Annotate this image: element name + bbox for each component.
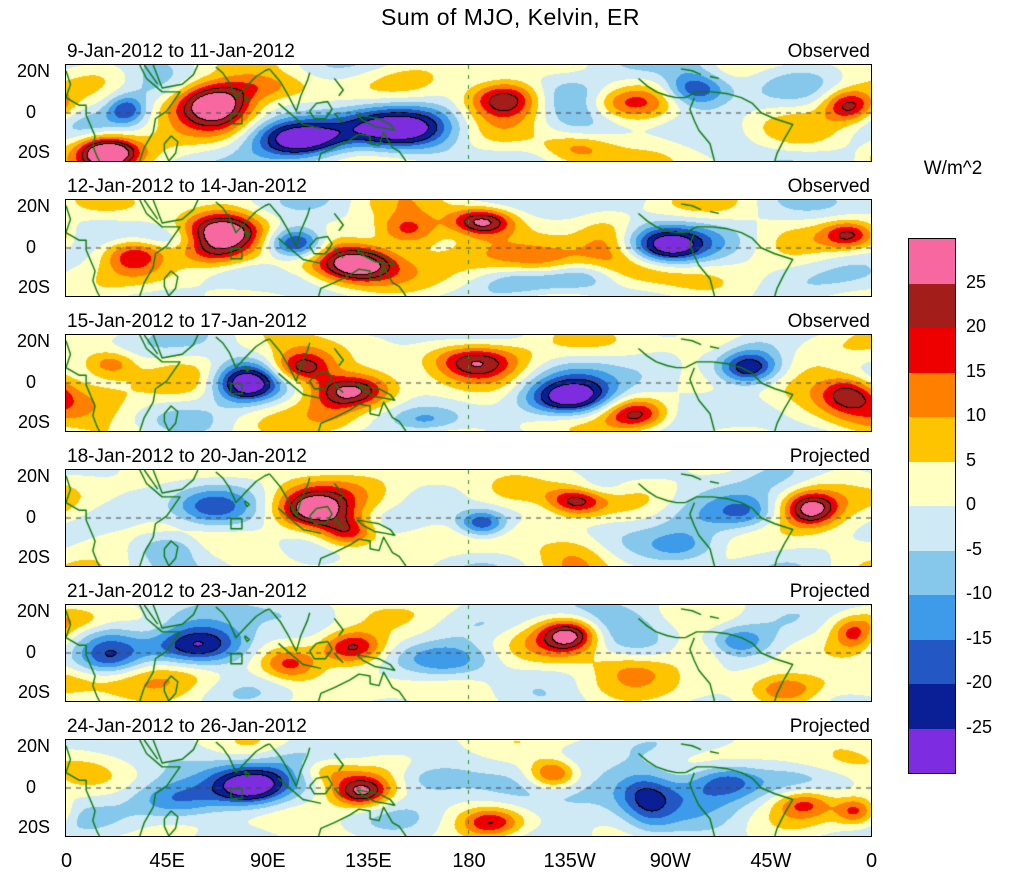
x-tick-label: 45E: [149, 850, 185, 872]
panel-date-range: 12-Jan-2012 to 14-Jan-2012: [67, 176, 307, 197]
map-canvas: [65, 604, 872, 702]
panel-type-label: Observed: [787, 41, 870, 62]
panel-date-range: 21-Jan-2012 to 23-Jan-2012: [67, 581, 307, 602]
panel-header: 18-Jan-2012 to 20-Jan-2012 Projected: [0, 439, 1021, 469]
colorbar-tick-label: -5: [966, 538, 983, 559]
map-panels: 9-Jan-2012 to 11-Jan-2012 Observed 20N 0…: [0, 34, 1021, 844]
map-canvas: [65, 739, 872, 837]
map-panel: 9-Jan-2012 to 11-Jan-2012 Observed 20N 0…: [0, 34, 1021, 169]
colorbar-cell: [909, 417, 955, 462]
y-tick-20N: 20N: [16, 196, 50, 216]
y-axis-labels: 20N 0 20S: [0, 196, 62, 297]
colorbar: [908, 238, 956, 774]
y-tick-20N: 20N: [16, 736, 50, 756]
panel-header: 21-Jan-2012 to 23-Jan-2012 Projected: [0, 574, 1021, 604]
y-tick-20N: 20N: [16, 61, 50, 81]
panel-body: 20N 0 20S: [0, 61, 1021, 162]
y-tick-0: 0: [25, 237, 36, 257]
colorbar-tick-label: -10: [966, 583, 993, 603]
colorbar-wrap: 25 20 15 10 5 0 -5 -10 -15 -20 -25: [908, 238, 1018, 774]
colorbar-tick-label: 10: [966, 405, 987, 425]
colorbar-cell: [909, 461, 955, 506]
x-tick-label: 90E: [249, 850, 286, 872]
panel-type-label: Observed: [787, 311, 870, 332]
colorbar-tick-label: -20: [966, 672, 993, 692]
colorbar-cell: [909, 684, 955, 729]
panel-header: 12-Jan-2012 to 14-Jan-2012 Observed: [0, 169, 1021, 199]
figure-title: Sum of MJO, Kelvin, ER: [381, 4, 640, 30]
panel-body: 20N 0 20S: [0, 601, 1021, 702]
colorbar-unit-label: W/m^2: [923, 158, 983, 179]
colorbar-tick-label: 0: [966, 494, 977, 514]
panel-header: 24-Jan-2012 to 26-Jan-2012 Projected: [0, 709, 1021, 739]
colorbar-cell: [909, 506, 955, 551]
x-tick-label: 180: [452, 850, 486, 872]
y-tick-0: 0: [25, 507, 36, 527]
colorbar-tick-label: 15: [966, 360, 987, 381]
panel-body: 20N 0 20S: [0, 196, 1021, 297]
colorbar-tick-label: -25: [966, 716, 993, 737]
y-tick-20N: 20N: [16, 466, 50, 486]
colorbar-cell: [909, 239, 955, 284]
map-canvas: [65, 334, 872, 432]
colorbar-tick-label: 5: [966, 449, 977, 470]
x-axis: 0 45E 90E 135E 180 135W 90W 45W 0: [0, 844, 1021, 884]
map-canvas: [65, 199, 872, 297]
panel-date-range: 15-Jan-2012 to 17-Jan-2012: [67, 311, 307, 332]
panel-date-range: 18-Jan-2012 to 20-Jan-2012: [67, 446, 307, 467]
x-tick-label: 0: [60, 850, 73, 872]
map-panel: 18-Jan-2012 to 20-Jan-2012 Projected 20N…: [0, 439, 1021, 574]
map-canvas: [65, 64, 872, 162]
panel-date-range: 24-Jan-2012 to 26-Jan-2012: [67, 716, 307, 737]
y-tick-20S: 20S: [17, 682, 50, 702]
x-tick-label: 45W: [750, 850, 792, 872]
colorbar-cell: [909, 328, 955, 373]
map-panel: 24-Jan-2012 to 26-Jan-2012 Projected 20N…: [0, 709, 1021, 844]
y-axis-labels: 20N 0 20S: [0, 736, 62, 837]
y-axis-labels: 20N 0 20S: [0, 601, 62, 702]
panel-type-label: Projected: [789, 581, 870, 602]
panel-date-range: 9-Jan-2012 to 11-Jan-2012: [67, 41, 295, 62]
panel-body: 20N 0 20S: [0, 736, 1021, 837]
y-tick-20S: 20S: [17, 277, 50, 297]
panel-type-label: Projected: [789, 716, 870, 737]
x-tick-label: 135E: [345, 850, 392, 872]
panel-type-label: Observed: [787, 176, 870, 197]
map-canvas: [65, 469, 872, 567]
y-tick-0: 0: [25, 642, 36, 662]
map-panel: 12-Jan-2012 to 14-Jan-2012 Observed 20N …: [0, 169, 1021, 304]
y-tick-20N: 20N: [16, 331, 50, 351]
panel-header: 9-Jan-2012 to 11-Jan-2012 Observed: [0, 34, 1021, 64]
y-axis-labels: 20N 0 20S: [0, 466, 62, 567]
y-tick-20S: 20S: [17, 412, 50, 432]
panel-type-label: Projected: [789, 446, 870, 467]
map-panel: 15-Jan-2012 to 17-Jan-2012 Observed 20N …: [0, 304, 1021, 439]
y-tick-0: 0: [25, 372, 36, 392]
colorbar-tick-label: -15: [966, 627, 993, 648]
colorbar-cell: [909, 550, 955, 595]
colorbar-tick-label: 25: [966, 271, 987, 292]
colorbar-cell: [909, 639, 955, 684]
y-tick-20N: 20N: [16, 601, 50, 621]
x-tick-label: 90W: [649, 850, 691, 872]
panel-header: 15-Jan-2012 to 17-Jan-2012 Observed: [0, 304, 1021, 334]
panel-body: 20N 0 20S: [0, 331, 1021, 432]
y-tick-0: 0: [25, 777, 36, 797]
x-tick-label: 0: [865, 850, 878, 872]
map-panel: 21-Jan-2012 to 23-Jan-2012 Projected 20N…: [0, 574, 1021, 709]
colorbar-tick-label: 20: [966, 316, 987, 336]
y-axis-labels: 20N 0 20S: [0, 61, 62, 162]
y-tick-20S: 20S: [17, 142, 50, 162]
y-tick-20S: 20S: [17, 817, 50, 837]
y-axis-labels: 20N 0 20S: [0, 331, 62, 432]
x-tick-label: 135W: [543, 850, 596, 872]
y-tick-0: 0: [25, 102, 36, 122]
colorbar-cell: [909, 595, 955, 640]
colorbar-cell: [909, 283, 955, 328]
colorbar-cell: [909, 372, 955, 417]
colorbar-cell: [909, 728, 955, 773]
panel-body: 20N 0 20S: [0, 466, 1021, 567]
y-tick-20S: 20S: [17, 547, 50, 567]
